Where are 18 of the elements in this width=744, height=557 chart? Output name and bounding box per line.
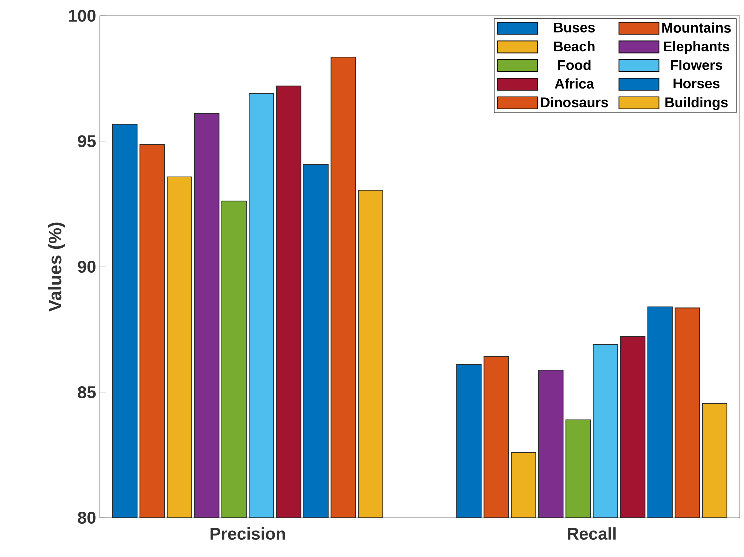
y-tick-label: 85 [78, 386, 96, 399]
legend-label: Buses [554, 22, 596, 33]
legend-label: Elephants [664, 41, 730, 54]
x-tick-label: Recall [568, 528, 616, 540]
legend-label: Mountains [662, 22, 732, 33]
y-tick-label: 95 [78, 135, 96, 148]
legend-label: Dinosaurs [541, 97, 608, 108]
legend-label: Africa [555, 78, 594, 89]
x-tick-label: Precision [210, 528, 286, 540]
legend-label: Buildings [666, 97, 728, 110]
legend-label: Horses [674, 78, 720, 89]
y-tick-label: 90 [78, 260, 96, 274]
legend-label: Flowers [671, 60, 722, 70]
y-tick-label: 100 [69, 10, 96, 22]
legend-label: Food [558, 60, 591, 70]
legend-label: Beach [554, 41, 595, 52]
y-axis-title: Values (%) [48, 222, 66, 312]
y-tick-label: 80 [78, 512, 96, 524]
